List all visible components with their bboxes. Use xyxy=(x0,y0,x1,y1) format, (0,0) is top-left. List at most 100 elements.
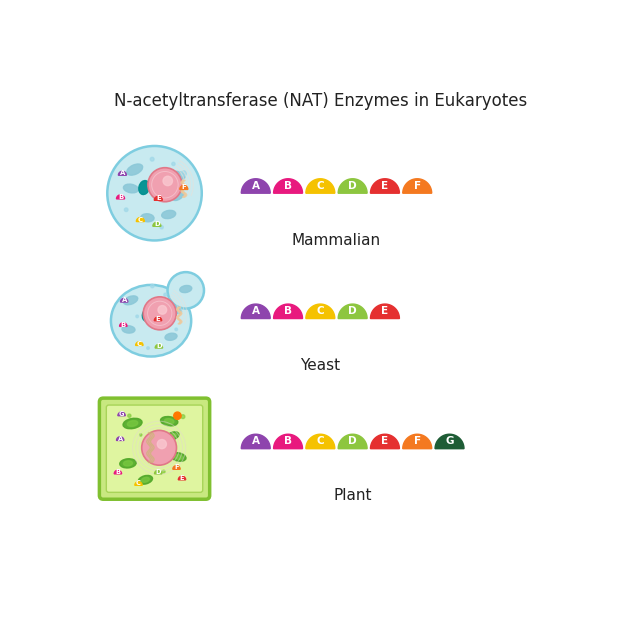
Text: D: D xyxy=(348,181,357,191)
Ellipse shape xyxy=(167,432,179,440)
Polygon shape xyxy=(116,195,125,199)
Circle shape xyxy=(181,414,185,419)
Text: A: A xyxy=(252,436,260,446)
Polygon shape xyxy=(155,317,162,321)
Text: A: A xyxy=(120,170,125,177)
Ellipse shape xyxy=(171,306,182,314)
Polygon shape xyxy=(274,179,302,193)
Text: E: E xyxy=(381,181,389,191)
Text: D: D xyxy=(156,343,162,349)
Circle shape xyxy=(148,168,182,202)
Polygon shape xyxy=(173,466,180,470)
Ellipse shape xyxy=(123,461,133,466)
Circle shape xyxy=(143,297,177,330)
Text: Yeast: Yeast xyxy=(300,358,341,373)
Circle shape xyxy=(150,157,154,161)
Ellipse shape xyxy=(174,454,183,459)
Polygon shape xyxy=(120,322,127,326)
Ellipse shape xyxy=(138,475,153,485)
Text: A: A xyxy=(252,181,260,191)
FancyBboxPatch shape xyxy=(106,405,203,492)
Circle shape xyxy=(160,225,163,229)
Polygon shape xyxy=(338,179,367,193)
Text: N-acetyltransferase (NAT) Enzymes in Eukaryotes: N-acetyltransferase (NAT) Enzymes in Euk… xyxy=(114,92,528,110)
Text: B: B xyxy=(284,436,292,446)
Ellipse shape xyxy=(123,296,138,305)
Ellipse shape xyxy=(172,191,184,200)
Circle shape xyxy=(175,328,178,331)
Circle shape xyxy=(181,171,187,176)
Polygon shape xyxy=(155,344,163,348)
Text: C: C xyxy=(136,481,141,486)
Circle shape xyxy=(172,162,175,166)
Text: E: E xyxy=(381,306,389,316)
Polygon shape xyxy=(371,179,399,193)
Text: Mammalian: Mammalian xyxy=(292,233,381,248)
Circle shape xyxy=(174,412,181,419)
Ellipse shape xyxy=(165,333,177,341)
Text: E: E xyxy=(381,436,389,446)
Circle shape xyxy=(164,293,167,296)
Text: D: D xyxy=(154,221,160,227)
Ellipse shape xyxy=(120,459,136,468)
Circle shape xyxy=(158,305,167,314)
Text: D: D xyxy=(155,469,161,475)
Ellipse shape xyxy=(160,416,178,426)
Ellipse shape xyxy=(171,453,186,461)
Polygon shape xyxy=(306,434,335,449)
Polygon shape xyxy=(306,304,335,319)
Polygon shape xyxy=(114,470,121,474)
Ellipse shape xyxy=(180,285,192,292)
Circle shape xyxy=(157,439,167,449)
Ellipse shape xyxy=(141,478,150,482)
Ellipse shape xyxy=(165,419,174,424)
Polygon shape xyxy=(136,218,145,222)
Polygon shape xyxy=(120,299,128,302)
Text: E: E xyxy=(180,475,184,481)
Ellipse shape xyxy=(126,164,143,175)
Polygon shape xyxy=(136,342,143,346)
Polygon shape xyxy=(116,437,124,441)
Text: G: G xyxy=(445,436,454,446)
Polygon shape xyxy=(371,304,399,319)
Text: B: B xyxy=(284,306,292,316)
Polygon shape xyxy=(178,476,186,480)
Text: C: C xyxy=(137,341,142,347)
Text: C: C xyxy=(317,181,324,191)
Ellipse shape xyxy=(139,180,150,195)
Text: B: B xyxy=(115,469,120,475)
Text: B: B xyxy=(284,181,292,191)
Polygon shape xyxy=(338,434,367,449)
Text: A: A xyxy=(121,297,127,303)
Ellipse shape xyxy=(123,184,138,193)
Circle shape xyxy=(146,347,150,349)
Text: F: F xyxy=(182,185,186,190)
Polygon shape xyxy=(118,412,125,416)
Text: C: C xyxy=(317,436,324,446)
Ellipse shape xyxy=(170,434,177,438)
Polygon shape xyxy=(155,470,162,474)
Text: F: F xyxy=(414,181,421,191)
Text: D: D xyxy=(348,436,357,446)
Circle shape xyxy=(163,176,173,186)
Circle shape xyxy=(168,272,204,309)
Text: B: B xyxy=(118,194,123,200)
Text: Plant: Plant xyxy=(334,488,372,503)
Polygon shape xyxy=(274,434,302,449)
Polygon shape xyxy=(403,179,432,193)
Ellipse shape xyxy=(111,285,191,356)
Ellipse shape xyxy=(162,210,176,218)
Text: D: D xyxy=(348,306,357,316)
Circle shape xyxy=(136,315,138,317)
Ellipse shape xyxy=(142,309,151,321)
Text: G: G xyxy=(119,411,125,417)
Polygon shape xyxy=(154,197,162,200)
Polygon shape xyxy=(153,222,161,226)
Polygon shape xyxy=(274,304,302,319)
Polygon shape xyxy=(241,179,270,193)
Text: E: E xyxy=(156,195,161,202)
Polygon shape xyxy=(338,304,367,319)
Circle shape xyxy=(140,434,142,436)
Circle shape xyxy=(128,414,131,418)
Circle shape xyxy=(141,430,177,465)
